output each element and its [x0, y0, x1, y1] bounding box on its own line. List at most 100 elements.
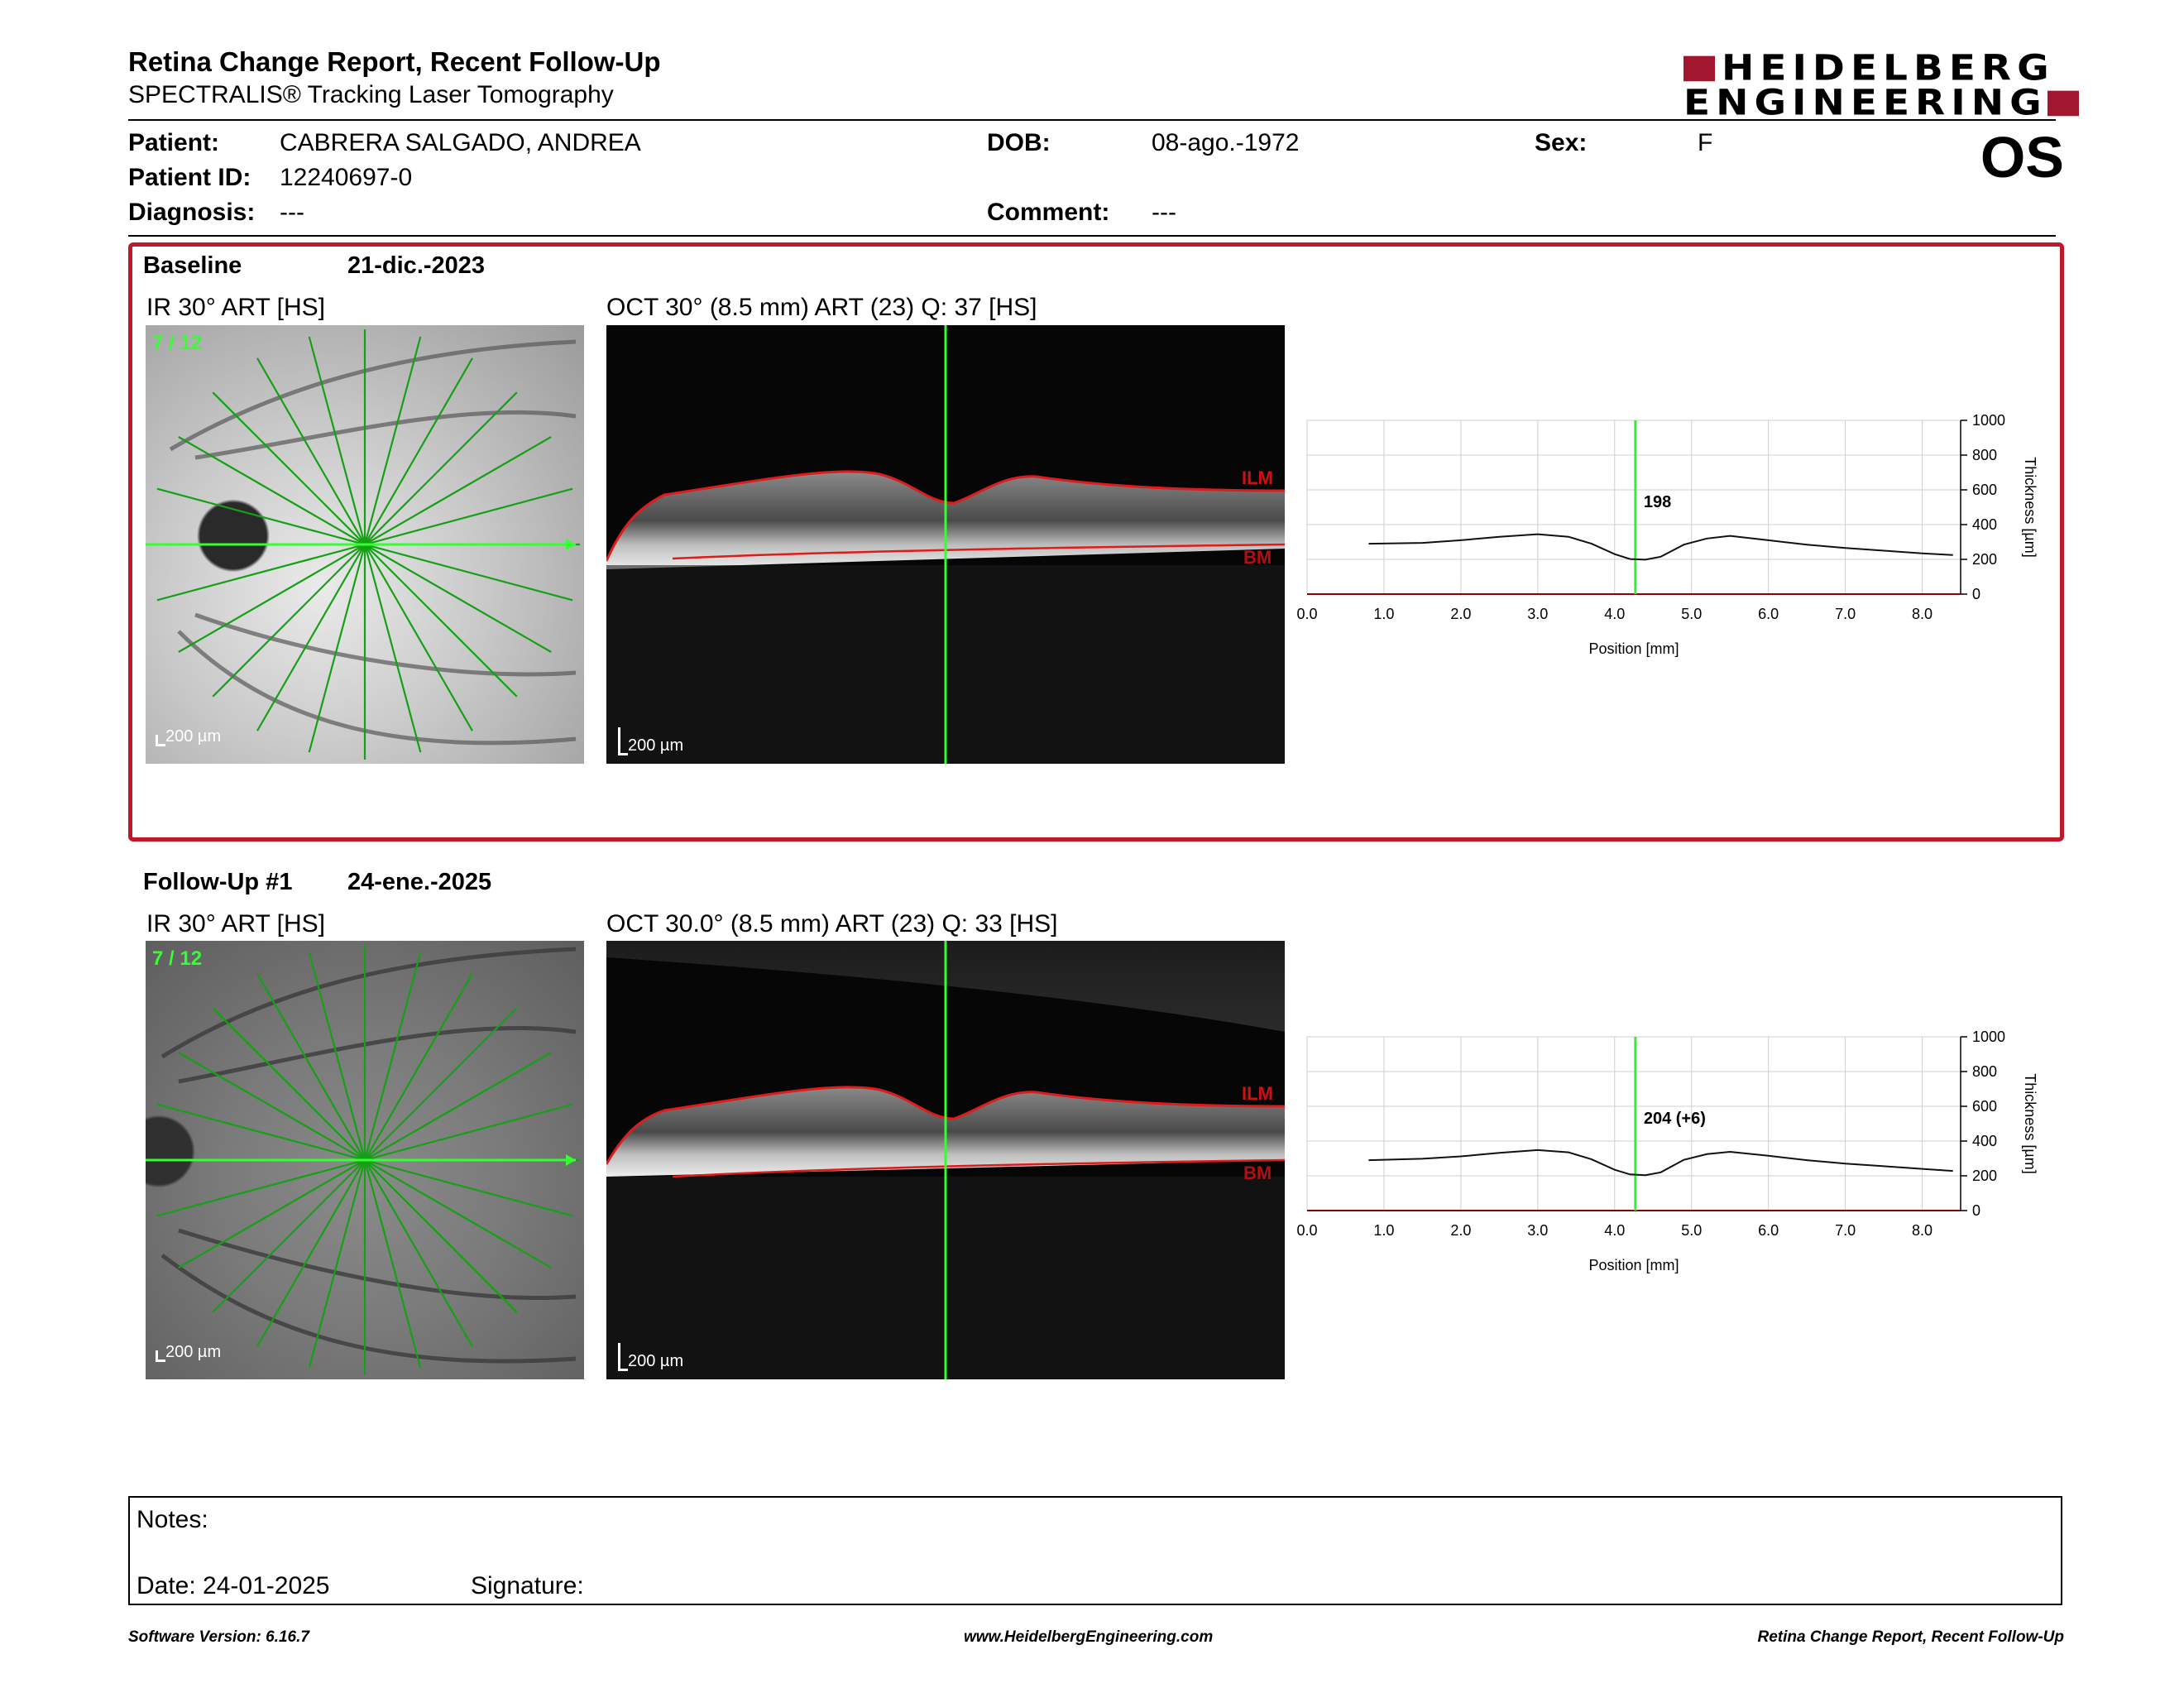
ilm-boundary-line: [606, 470, 1285, 562]
ilm-label: ILM: [1242, 1083, 1273, 1104]
x-tick-label: 1.0: [1373, 606, 1394, 622]
radial-scan-line: [363, 952, 422, 1161]
x-tick-label: 4.0: [1604, 1222, 1625, 1239]
divider: [128, 119, 2056, 121]
y-tick-label: 1000: [1972, 1029, 2005, 1045]
comment-label: Comment:: [987, 199, 1110, 226]
followup-oct-title: OCT 30.0° (8.5 mm) ART (23) Q: 33 [HS]: [606, 910, 1058, 938]
radial-scan-line: [256, 1159, 366, 1347]
scale-bar-label: 200 µm: [165, 727, 222, 746]
y-tick-label: 200: [1972, 1168, 1997, 1184]
x-tick-label: 0.0: [1296, 1222, 1317, 1239]
radial-scan-line: [308, 544, 366, 753]
scale-bar: 200 µm: [156, 1343, 221, 1362]
scale-bar: 200 µm: [156, 727, 221, 746]
ilm-boundary-line: [606, 1086, 1285, 1165]
baseline-ir-fundus-image[interactable]: 7 / 12 200 µm: [146, 325, 584, 764]
radial-scan-line: [212, 1159, 366, 1313]
followup-oct-bscan-image[interactable]: ILM BM 200 µm: [606, 941, 1285, 1379]
comment-value: ---: [1152, 199, 1176, 226]
bm-label: BM: [1243, 1163, 1272, 1183]
radial-scan-line: [156, 1103, 366, 1162]
baseline-oct-bscan-image[interactable]: ILM BM 200 µm: [606, 325, 1285, 764]
scan-direction-arrow-icon: [566, 1154, 576, 1166]
bm-boundary-line: [672, 543, 1285, 560]
y-tick-label: 600: [1972, 482, 1997, 498]
y-tick-label: 0: [1972, 586, 1980, 602]
radial-scan-line: [212, 544, 366, 698]
notes-label: Notes:: [136, 1506, 208, 1533]
thickness-profile-line: [1368, 533, 1953, 561]
baseline-date: 21-dic.-2023: [347, 252, 486, 279]
radial-scan-line: [178, 1159, 366, 1268]
scan-counter: 7 / 12: [152, 947, 203, 970]
x-tick-label: 5.0: [1681, 1222, 1702, 1239]
fundus-vessels: [169, 339, 577, 746]
fundus-overlay: [146, 945, 580, 1375]
diagnosis-value: ---: [280, 199, 304, 226]
radial-scan-line: [178, 1052, 366, 1161]
fundus-overlay: [146, 329, 580, 760]
radial-scan-line: [364, 544, 473, 731]
radial-scan-line: [364, 357, 473, 545]
x-tick-label: 0.0: [1296, 606, 1317, 622]
scale-bar-label: 200 µm: [628, 736, 684, 755]
radial-scan-line: [364, 1007, 518, 1161]
thickness-profile-line: [1368, 1149, 1953, 1177]
cursor-thickness-label: 198: [1644, 493, 1671, 511]
radial-scan-line: [308, 336, 366, 545]
notes-box[interactable]: Notes: Date: 24-01-2025 Signature:: [128, 1496, 2062, 1605]
x-tick-label: 6.0: [1758, 1222, 1779, 1239]
patient-id-label: Patient ID:: [128, 164, 251, 191]
radial-scan-line: [156, 543, 366, 602]
y-tick-label: 800: [1972, 447, 1997, 463]
followup-date: 24-ene.-2025: [347, 869, 492, 895]
radial-scan-line: [364, 1159, 552, 1268]
scale-bar-label: 200 µm: [165, 1343, 222, 1361]
dob-value: 08-ago.-1972: [1152, 129, 1300, 156]
x-tick-label: 2.0: [1450, 1222, 1471, 1239]
oct-overlay: ILM BM: [606, 325, 1285, 764]
ilm-label: ILM: [1242, 468, 1273, 488]
x-tick-label: 5.0: [1681, 606, 1702, 622]
y-axis-label: Thickness [µm]: [2022, 457, 2038, 557]
logo-line2: ENGINEERING: [1684, 82, 2048, 124]
vitreous-region: [606, 941, 1285, 1032]
radial-scan-line: [364, 544, 552, 653]
heidelberg-logo: HEIDELBERG ENGINEERING: [1684, 46, 2079, 123]
radial-scan-line: [212, 391, 366, 545]
radial-scan-line: [364, 487, 573, 546]
y-tick-label: 0: [1972, 1202, 1980, 1219]
radial-scan-lines: [150, 329, 580, 760]
followup-ir-title: IR 30° ART [HS]: [146, 910, 325, 938]
radial-scan-line: [364, 543, 573, 602]
followup-label: Follow-Up #1: [143, 869, 293, 895]
y-tick-label: 400: [1972, 1133, 1997, 1149]
patient-id-value: 12240697-0: [280, 164, 413, 191]
radial-scan-line: [364, 436, 552, 545]
scale-bar-label: 200 µm: [628, 1352, 684, 1370]
radial-scan-line: [364, 973, 473, 1161]
radial-scan-line: [256, 544, 366, 731]
plot-area: [1306, 1036, 1961, 1211]
radial-scan-line: [363, 336, 422, 545]
signature-label: Signature:: [471, 1572, 584, 1599]
logo-square-icon: [2047, 90, 2079, 116]
radial-scan-line: [308, 952, 366, 1161]
radial-scan-line: [156, 487, 366, 546]
y-axis-label: Thickness [µm]: [2022, 1073, 2038, 1173]
cursor-thickness-label: 204 (+6): [1644, 1110, 1706, 1128]
footer-website[interactable]: www.HeidelbergEngineering.com: [964, 1628, 1214, 1646]
radial-scan-line: [363, 1159, 422, 1369]
radial-scan-line: [212, 1007, 366, 1161]
scale-bar: 200 µm: [618, 1343, 683, 1371]
radial-scan-line: [256, 357, 366, 545]
x-tick-label: 6.0: [1758, 606, 1779, 622]
followup-ir-fundus-image[interactable]: 7 / 12 200 µm: [146, 941, 584, 1379]
radial-scan-line: [178, 544, 366, 653]
radial-scan-line: [178, 436, 366, 545]
y-tick-label: 200: [1972, 551, 1997, 568]
x-tick-label: 4.0: [1604, 606, 1625, 622]
scan-direction-arrow-icon: [566, 539, 576, 550]
report-subtitle: SPECTRALIS® Tracking Laser Tomography: [128, 81, 614, 108]
